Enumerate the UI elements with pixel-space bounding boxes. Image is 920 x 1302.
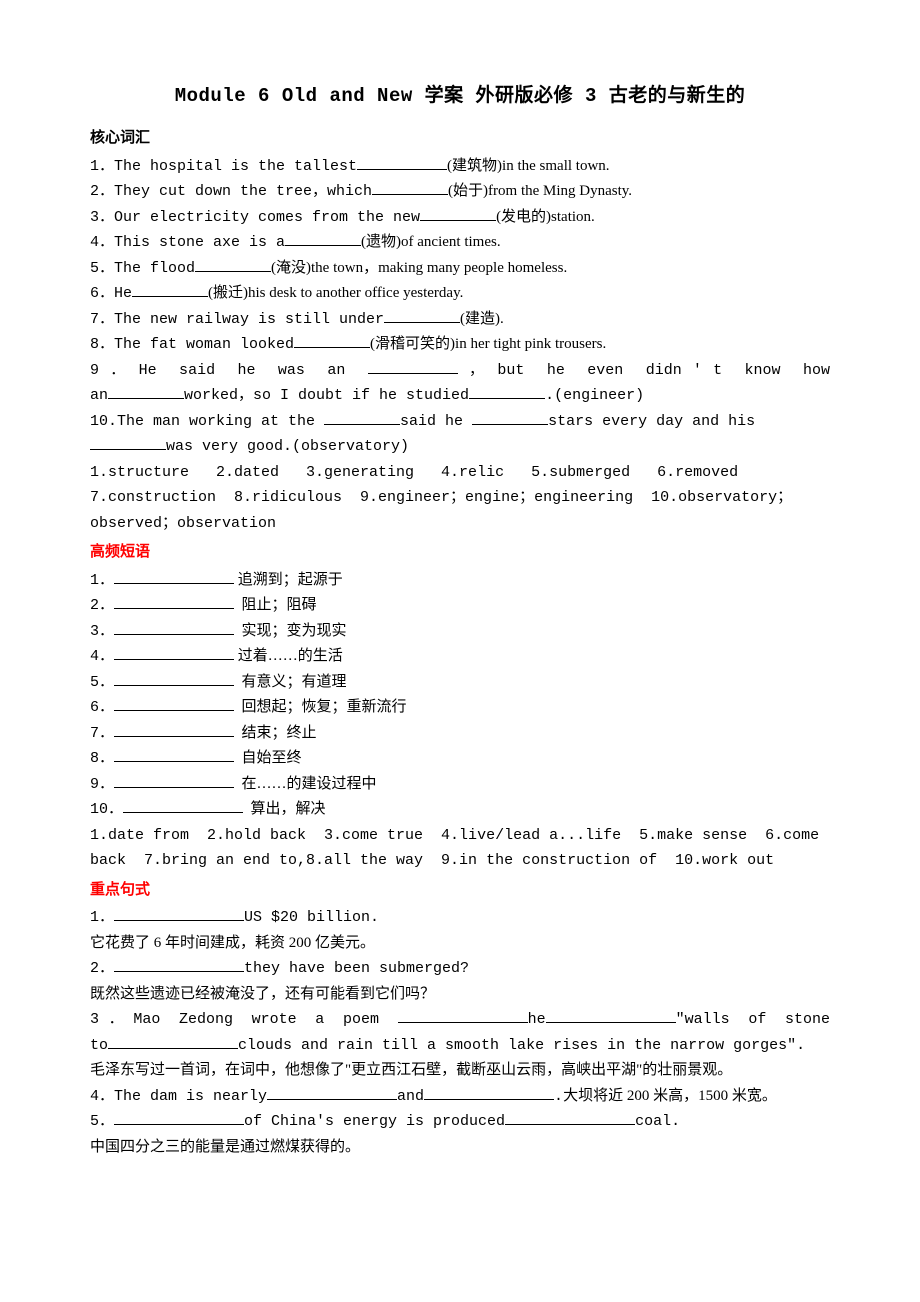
sent-3-line2: toclouds and rain till a smooth lake ris…: [90, 1033, 830, 1059]
vocab-item: 8．The fat woman looked(滑稽可笑的)in her tigh…: [90, 332, 830, 358]
vocab-header: 核心词汇: [90, 126, 830, 152]
vocab-item: 3．Our electricity comes from the new(发电的…: [90, 205, 830, 231]
vocab-list: 1．The hospital is the tallest(建筑物)in the…: [90, 154, 830, 358]
phrase-item: 8． 自始至终: [90, 746, 830, 772]
phrase-item: 5． 有意义；有道理: [90, 670, 830, 696]
sentence-header: 重点句式: [90, 878, 830, 904]
sent-4: 4．The dam is nearlyand.大坝将近 200 米高，1500 …: [90, 1084, 830, 1110]
phrase-header: 高频短语: [90, 540, 830, 566]
sent-3-cn: 毛泽东写过一首词，在词中，他想像了"更立西江石壁，截断巫山云雨，高峡出平湖"的壮…: [90, 1058, 830, 1084]
sent-2-cn: 既然这些遗迹已经被淹没了，还有可能看到它们吗？: [90, 982, 830, 1008]
sent-3-line1: 3．Mao Zedong wrote a poem he"walls of st…: [90, 1007, 830, 1033]
phrase-list: 1． 追溯到；起源于2． 阻止；阻碍3． 实现；变为现实4． 过着……的生活5．…: [90, 568, 830, 823]
vocab-item-10-line2: was very good.(observatory): [90, 434, 830, 460]
vocab-item: 5．The flood(淹没)the town，making many peop…: [90, 256, 830, 282]
vocab-item: 4．This stone axe is a(遗物)of ancient time…: [90, 230, 830, 256]
vocab-answers: 1.structure 2.dated 3.generating 4.relic…: [90, 460, 830, 537]
sent-5-cn: 中国四分之三的能量是通过燃煤获得的。: [90, 1135, 830, 1161]
vocab-item-9-line1: 9 ． He said he was an ， but he even didn…: [90, 358, 830, 384]
phrase-item: 3． 实现；变为现实: [90, 619, 830, 645]
sent-5: 5．of China's energy is producedcoal.: [90, 1109, 830, 1135]
vocab-item-10-line1: 10.The man working at the said he stars …: [90, 409, 830, 435]
vocab-item: 1．The hospital is the tallest(建筑物)in the…: [90, 154, 830, 180]
document-title: Module 6 Old and New 学案 外研版必修 3 古老的与新生的: [90, 80, 830, 112]
vocab-item: 7．The new railway is still under(建造).: [90, 307, 830, 333]
phrase-item: 6． 回想起；恢复；重新流行: [90, 695, 830, 721]
phrase-answers: 1.date from 2.hold back 3.come true 4.li…: [90, 823, 830, 874]
phrase-item: 9． 在……的建设过程中: [90, 772, 830, 798]
sent-1: 1．US $20 billion.: [90, 905, 830, 931]
vocab-item: 6．He(搬迁)his desk to another office yeste…: [90, 281, 830, 307]
phrase-item: 10． 算出，解决: [90, 797, 830, 823]
sent-1-cn: 它花费了 6 年时间建成，耗资 200 亿美元。: [90, 931, 830, 957]
vocab-item: 2．They cut down the tree，which(始于)from t…: [90, 179, 830, 205]
phrase-item: 7． 结束；终止: [90, 721, 830, 747]
sent-2: 2．they have been submerged?: [90, 956, 830, 982]
phrase-item: 1． 追溯到；起源于: [90, 568, 830, 594]
phrase-item: 4． 过着……的生活: [90, 644, 830, 670]
vocab-item-9-line2: anworked，so I doubt if he studied.(engin…: [90, 383, 830, 409]
phrase-item: 2． 阻止；阻碍: [90, 593, 830, 619]
